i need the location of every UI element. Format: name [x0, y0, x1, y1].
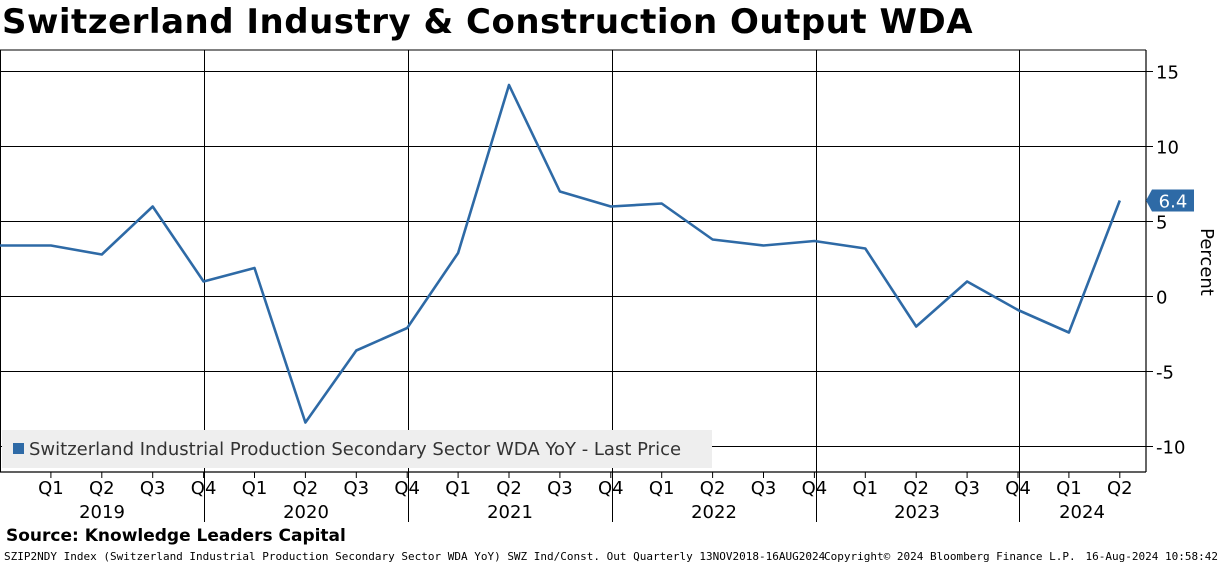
x-quarter-label: Q2 — [903, 478, 929, 499]
x-quarter-label: Q2 — [293, 478, 319, 499]
x-quarter-label: Q2 — [496, 478, 522, 499]
y-tick-label: 0 — [1156, 288, 1167, 309]
legend-label: Switzerland Industrial Production Second… — [29, 439, 681, 460]
chart-title: Switzerland Industry & Construction Outp… — [2, 2, 974, 42]
x-quarter-label: Q4 — [802, 478, 828, 499]
legend-background — [2, 430, 712, 468]
footer-timestamp: 16-Aug-2024 10:58:42 — [1085, 550, 1218, 563]
x-quarter-label: Q3 — [954, 478, 980, 499]
y-tick-label: 5 — [1156, 213, 1167, 234]
y-tick-label: -5 — [1156, 363, 1174, 384]
y-axis-title: Percent — [1196, 228, 1217, 296]
x-year-label: 2024 — [1059, 502, 1105, 523]
x-quarter-label: Q4 — [394, 478, 420, 499]
x-quarter-label: Q4 — [598, 478, 624, 499]
x-year-label: 2021 — [487, 502, 533, 523]
y-tick-label: -10 — [1156, 438, 1185, 459]
x-quarter-label: Q1 — [649, 478, 675, 499]
x-year-label: 2022 — [691, 502, 737, 523]
footer-series-info: SZIP2NDY Index (Switzerland Industrial P… — [4, 550, 826, 563]
legend: Switzerland Industrial Production Second… — [2, 430, 712, 468]
x-quarter-label: Q1 — [1056, 478, 1082, 499]
legend-swatch — [13, 443, 24, 454]
x-quarter-label: Q3 — [547, 478, 573, 499]
x-quarter-label: Q4 — [191, 478, 217, 499]
x-year-label: 2023 — [894, 502, 940, 523]
series-layer — [0, 83, 1122, 424]
x-quarter-label: Q2 — [700, 478, 726, 499]
x-quarter-label: Q1 — [852, 478, 878, 499]
x-year-label: 2020 — [283, 502, 329, 523]
x-quarter-label: Q3 — [343, 478, 369, 499]
y-tick-label: 10 — [1156, 138, 1179, 159]
x-quarter-label: Q1 — [242, 478, 268, 499]
grid-lines — [0, 50, 1146, 472]
x-quarter-label: Q4 — [1005, 478, 1031, 499]
x-quarter-label: Q2 — [1107, 478, 1133, 499]
last-value-tag — [1146, 189, 1194, 212]
x-year-label: 2019 — [79, 502, 125, 523]
x-quarter-label: Q1 — [38, 478, 64, 499]
x-quarter-label: Q1 — [445, 478, 471, 499]
footer-copyright: Copyright© 2024 Bloomberg Finance L.P. — [824, 550, 1076, 563]
last-value-label: 6.4 — [1146, 189, 1194, 213]
tick-labels: 15 10 5 0 -5 -10 Q1 Q2 Q3 Q4 Q1 Q2 Q3 Q4 Q1 Q2 Q3 Q4 Q1 Q2 Q… — [38, 63, 1185, 524]
y-tick-label: 15 — [1156, 63, 1179, 84]
x-quarter-label: Q3 — [751, 478, 777, 499]
x-quarter-label: Q2 — [89, 478, 115, 499]
source-note: Source: Knowledge Leaders Capital — [6, 526, 346, 546]
last-value-text: 6.4 — [1159, 192, 1188, 213]
axes — [0, 49, 1153, 522]
x-quarter-label: Q3 — [140, 478, 166, 499]
